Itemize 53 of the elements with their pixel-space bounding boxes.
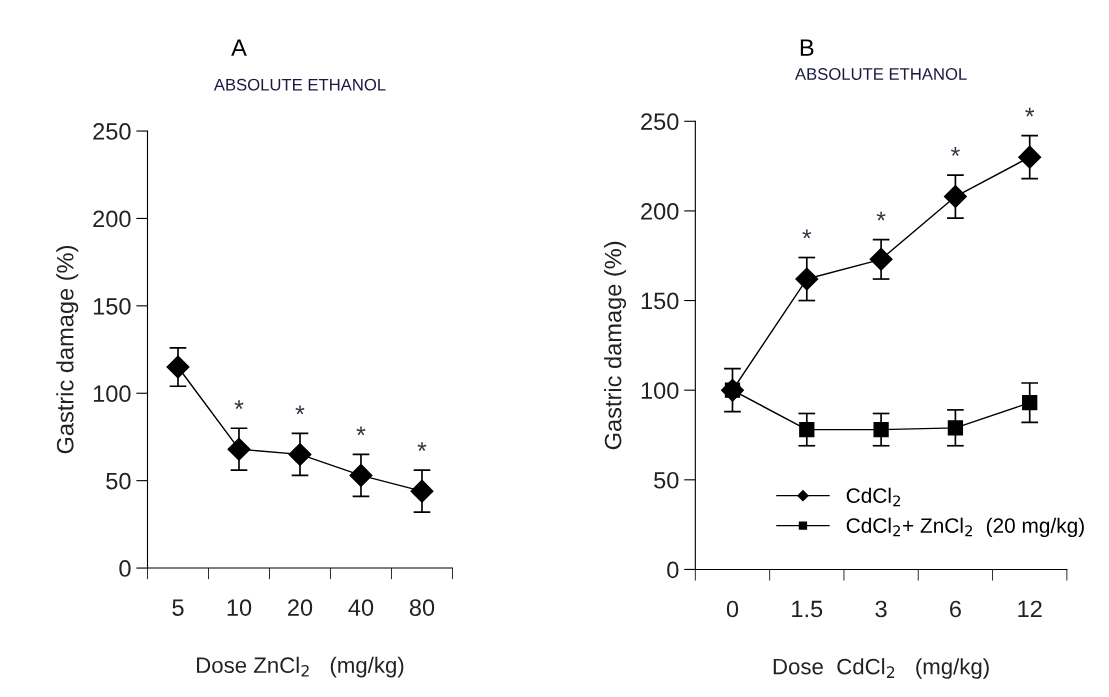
x-tick-label: 20	[288, 599, 313, 616]
text: Dose CdCl$_{2}$ (mg/kg)	[773, 658, 989, 679]
point	[795, 267, 819, 291]
y-tick-label: 100	[93, 385, 131, 403]
text: Dose ZnCl$_{2}$ (mg/kg)	[197, 656, 404, 678]
point	[227, 437, 251, 461]
chart-subtitle: ABSOLUTE ETHANOL	[795, 68, 967, 80]
y-tick-label: 50	[654, 471, 679, 489]
point	[288, 442, 312, 466]
chart-title: A	[231, 39, 247, 56]
x-tick-label: 0	[726, 600, 739, 618]
point	[1022, 395, 1038, 411]
x-tick-label: 1.5	[792, 600, 823, 618]
point	[349, 463, 373, 487]
y-tick-label: 200	[93, 210, 131, 228]
y-axis-title: Gastric damage (%)	[604, 241, 627, 450]
point	[873, 421, 889, 438]
y-tick-label: 200	[641, 202, 679, 220]
x-tick-label: 40	[348, 599, 374, 616]
point	[947, 420, 964, 436]
y-axis-title: Gastric damage (%)	[56, 246, 79, 454]
legend-label: CdCl$_{2}$	[846, 487, 900, 507]
point	[166, 355, 190, 379]
chart-subtitle: ABSOLUTE ETHANOL	[213, 78, 386, 91]
annotation: *	[295, 405, 305, 415]
y-tick-label: 100	[641, 382, 679, 399]
point	[410, 479, 434, 503]
x-tick-label: 5	[172, 599, 184, 616]
point	[869, 247, 893, 271]
y-tick-label: 250	[641, 113, 679, 131]
y-tick-label: 150	[93, 297, 131, 315]
chart-title: B	[800, 39, 814, 56]
x-tick-label: 6	[950, 600, 961, 618]
x-tick-label: 80	[409, 599, 435, 616]
annotation: *	[234, 400, 244, 410]
annotation: *	[802, 229, 812, 239]
point	[799, 421, 815, 438]
x-tick-label: 10	[227, 599, 252, 616]
y-tick-label: 250	[93, 123, 131, 140]
y-tick-label: 0	[119, 560, 131, 577]
point	[1018, 145, 1042, 169]
annotation: *	[876, 211, 886, 221]
y-tick-label: 0	[667, 561, 679, 579]
point	[943, 185, 967, 209]
legend-label: CdCl$_{2}$+ ZnCl$_{2}$ (20 mg/kg)	[846, 517, 1084, 538]
annotation: *	[417, 442, 427, 451]
annotation: *	[950, 147, 960, 156]
annotation: *	[1025, 107, 1035, 117]
y-tick-label: 50	[106, 472, 131, 490]
annotation: *	[356, 426, 366, 436]
y-tick-label: 150	[641, 292, 679, 310]
x-tick-label: 3	[875, 600, 887, 618]
x-tick-label: 12	[1018, 600, 1042, 618]
